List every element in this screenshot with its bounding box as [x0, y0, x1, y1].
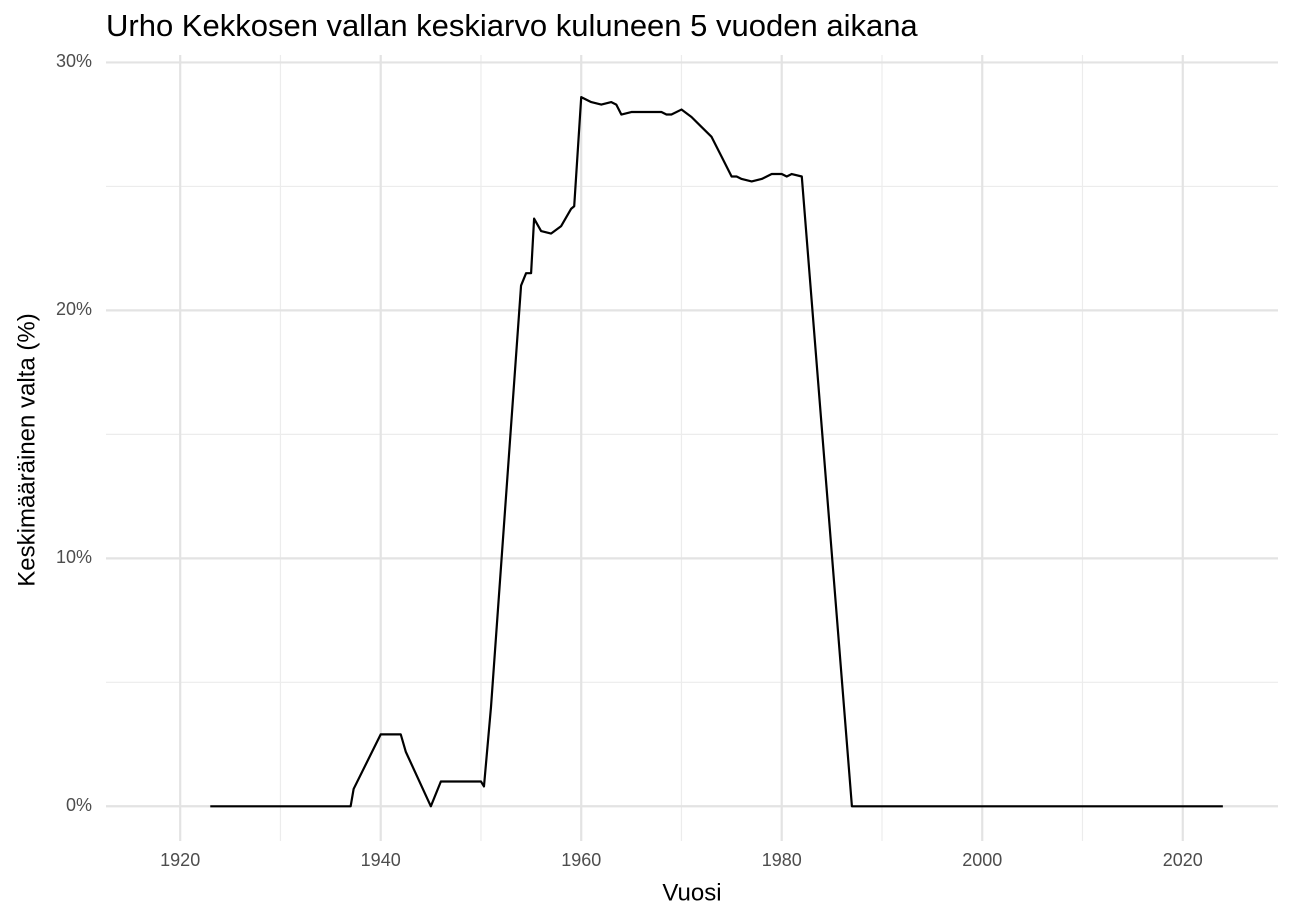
y-tick-label: 20% [56, 299, 92, 319]
y-axis-title: Keskimääräinen valta (%) [13, 313, 40, 586]
x-tick-label: 2020 [1163, 850, 1203, 870]
x-tick-label: 1980 [762, 850, 802, 870]
x-axis-title: Vuosi [662, 879, 721, 906]
x-tick-label: 1920 [160, 850, 200, 870]
y-tick-label: 30% [56, 51, 92, 71]
data-line [210, 96, 1223, 808]
x-tick-label: 1940 [361, 850, 401, 870]
chart-title: Urho Kekkosen vallan keskiarvo kuluneen … [106, 8, 918, 43]
y-tick-label: 0% [66, 795, 92, 815]
x-tick-label: 2000 [962, 850, 1002, 870]
x-tick-label: 1960 [561, 850, 601, 870]
y-tick-label: 10% [56, 547, 92, 567]
